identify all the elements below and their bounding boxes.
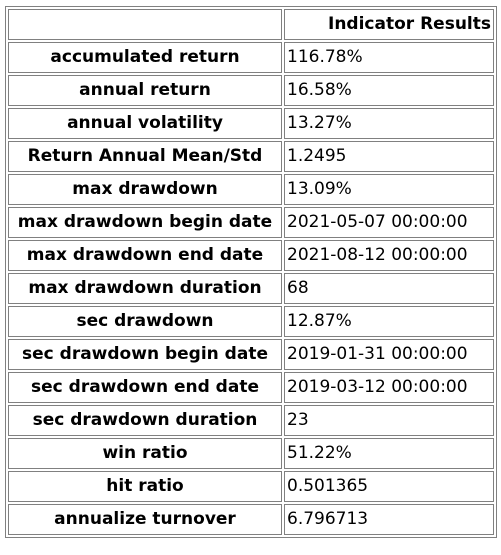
row-value: 13.09% (284, 174, 494, 205)
row-value: 2019-03-12 00:00:00 (284, 372, 494, 403)
row-value: 0.501365 (284, 471, 494, 502)
row-value: 2021-08-12 00:00:00 (284, 240, 494, 271)
table-row: accumulated return 116.78% (8, 42, 494, 73)
row-label: win ratio (8, 438, 282, 469)
indicator-results-table: Indicator Results accumulated return 116… (5, 6, 497, 538)
table-row: annual volatility 13.27% (8, 108, 494, 139)
table-row: Return Annual Mean/Std 1.2495 (8, 141, 494, 172)
table-row: hit ratio 0.501365 (8, 471, 494, 502)
table-row: win ratio 51.22% (8, 438, 494, 469)
row-label: max drawdown end date (8, 240, 282, 271)
row-value: 6.796713 (284, 504, 494, 535)
table-row: max drawdown begin date 2021-05-07 00:00… (8, 207, 494, 238)
table-row: sec drawdown begin date 2019-01-31 00:00… (8, 339, 494, 370)
row-label: Return Annual Mean/Std (8, 141, 282, 172)
row-value: 2019-01-31 00:00:00 (284, 339, 494, 370)
row-value: 51.22% (284, 438, 494, 469)
table-row: annualize turnover 6.796713 (8, 504, 494, 535)
row-value: 23 (284, 405, 494, 436)
table-row: annual return 16.58% (8, 75, 494, 106)
table-row: max drawdown end date 2021-08-12 00:00:0… (8, 240, 494, 271)
indicator-results-header: Indicator Results (284, 9, 494, 40)
row-label: max drawdown duration (8, 273, 282, 304)
row-label: annual volatility (8, 108, 282, 139)
header-row: Indicator Results (8, 9, 494, 40)
corner-header-cell (8, 9, 282, 40)
row-label: sec drawdown begin date (8, 339, 282, 370)
row-label: hit ratio (8, 471, 282, 502)
row-label: accumulated return (8, 42, 282, 73)
table-row: sec drawdown duration 23 (8, 405, 494, 436)
row-value: 68 (284, 273, 494, 304)
row-value: 2021-05-07 00:00:00 (284, 207, 494, 238)
row-label: max drawdown begin date (8, 207, 282, 238)
table-row: max drawdown duration 68 (8, 273, 494, 304)
row-value: 12.87% (284, 306, 494, 337)
row-value: 13.27% (284, 108, 494, 139)
row-value: 116.78% (284, 42, 494, 73)
row-label: sec drawdown duration (8, 405, 282, 436)
row-label: sec drawdown end date (8, 372, 282, 403)
row-value: 1.2495 (284, 141, 494, 172)
row-label: max drawdown (8, 174, 282, 205)
table-row: sec drawdown 12.87% (8, 306, 494, 337)
table-row: max drawdown 13.09% (8, 174, 494, 205)
row-label: sec drawdown (8, 306, 282, 337)
row-label: annual return (8, 75, 282, 106)
table-row: sec drawdown end date 2019-03-12 00:00:0… (8, 372, 494, 403)
row-label: annualize turnover (8, 504, 282, 535)
row-value: 16.58% (284, 75, 494, 106)
